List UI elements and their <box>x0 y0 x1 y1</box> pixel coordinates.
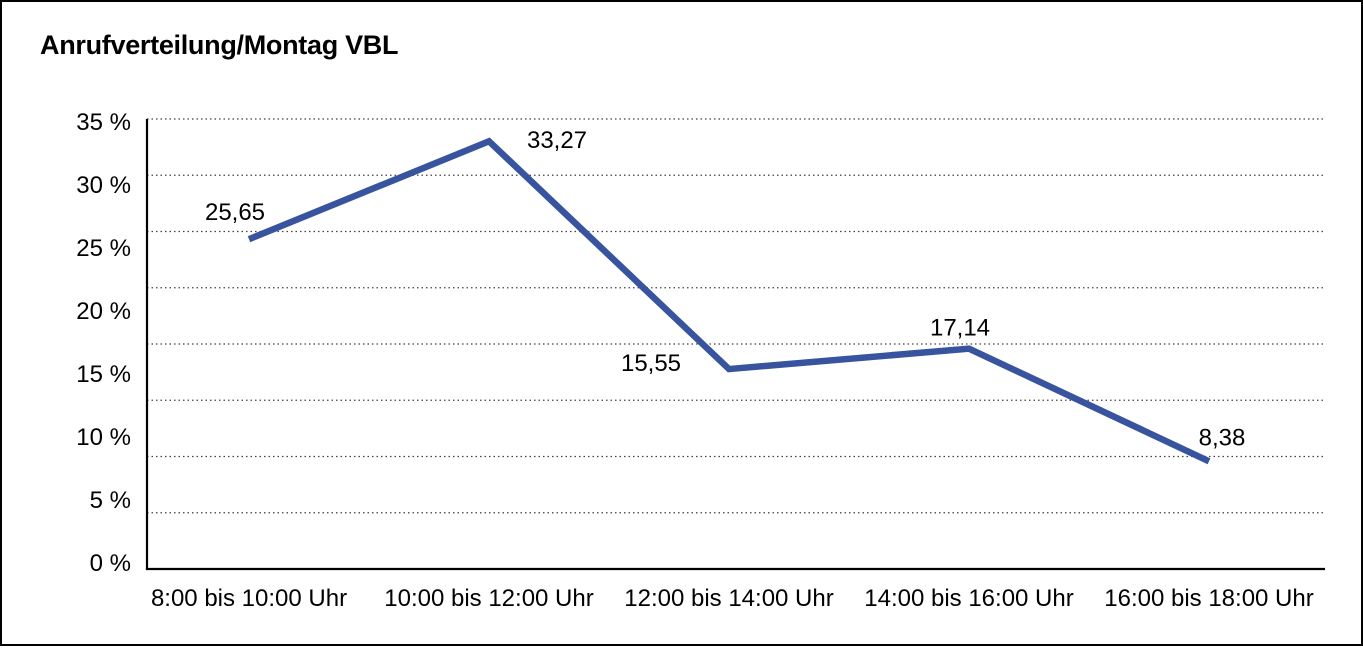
data-point-label: 25,65 <box>205 199 265 226</box>
data-point-label: 8,38 <box>1199 424 1246 451</box>
y-tick-label: 10 % <box>76 424 131 451</box>
x-category-label: 14:00 bis 16:00 Uhr <box>864 585 1073 612</box>
y-tick-label: 20 % <box>76 298 131 325</box>
chart-title: Anrufverteilung/Montag VBL <box>40 30 399 60</box>
x-category-label: 8:00 bis 10:00 Uhr <box>151 585 347 612</box>
y-tick-label: 35 % <box>76 109 131 136</box>
x-category-label: 16:00 bis 18:00 Uhr <box>1104 585 1313 612</box>
y-tick-label: 30 % <box>76 172 131 199</box>
y-tick-label: 15 % <box>76 361 131 388</box>
y-tick-label: 25 % <box>76 235 131 262</box>
y-tick-label: 0 % <box>90 550 131 577</box>
x-category-label: 12:00 bis 14:00 Uhr <box>624 585 833 612</box>
data-point-label: 33,27 <box>527 127 587 154</box>
data-point-label: 15,55 <box>621 350 681 377</box>
data-point-label: 17,14 <box>930 315 990 342</box>
data-series-line <box>247 137 1211 465</box>
x-category-label: 10:00 bis 12:00 Uhr <box>384 585 593 612</box>
y-tick-label: 5 % <box>90 487 131 514</box>
